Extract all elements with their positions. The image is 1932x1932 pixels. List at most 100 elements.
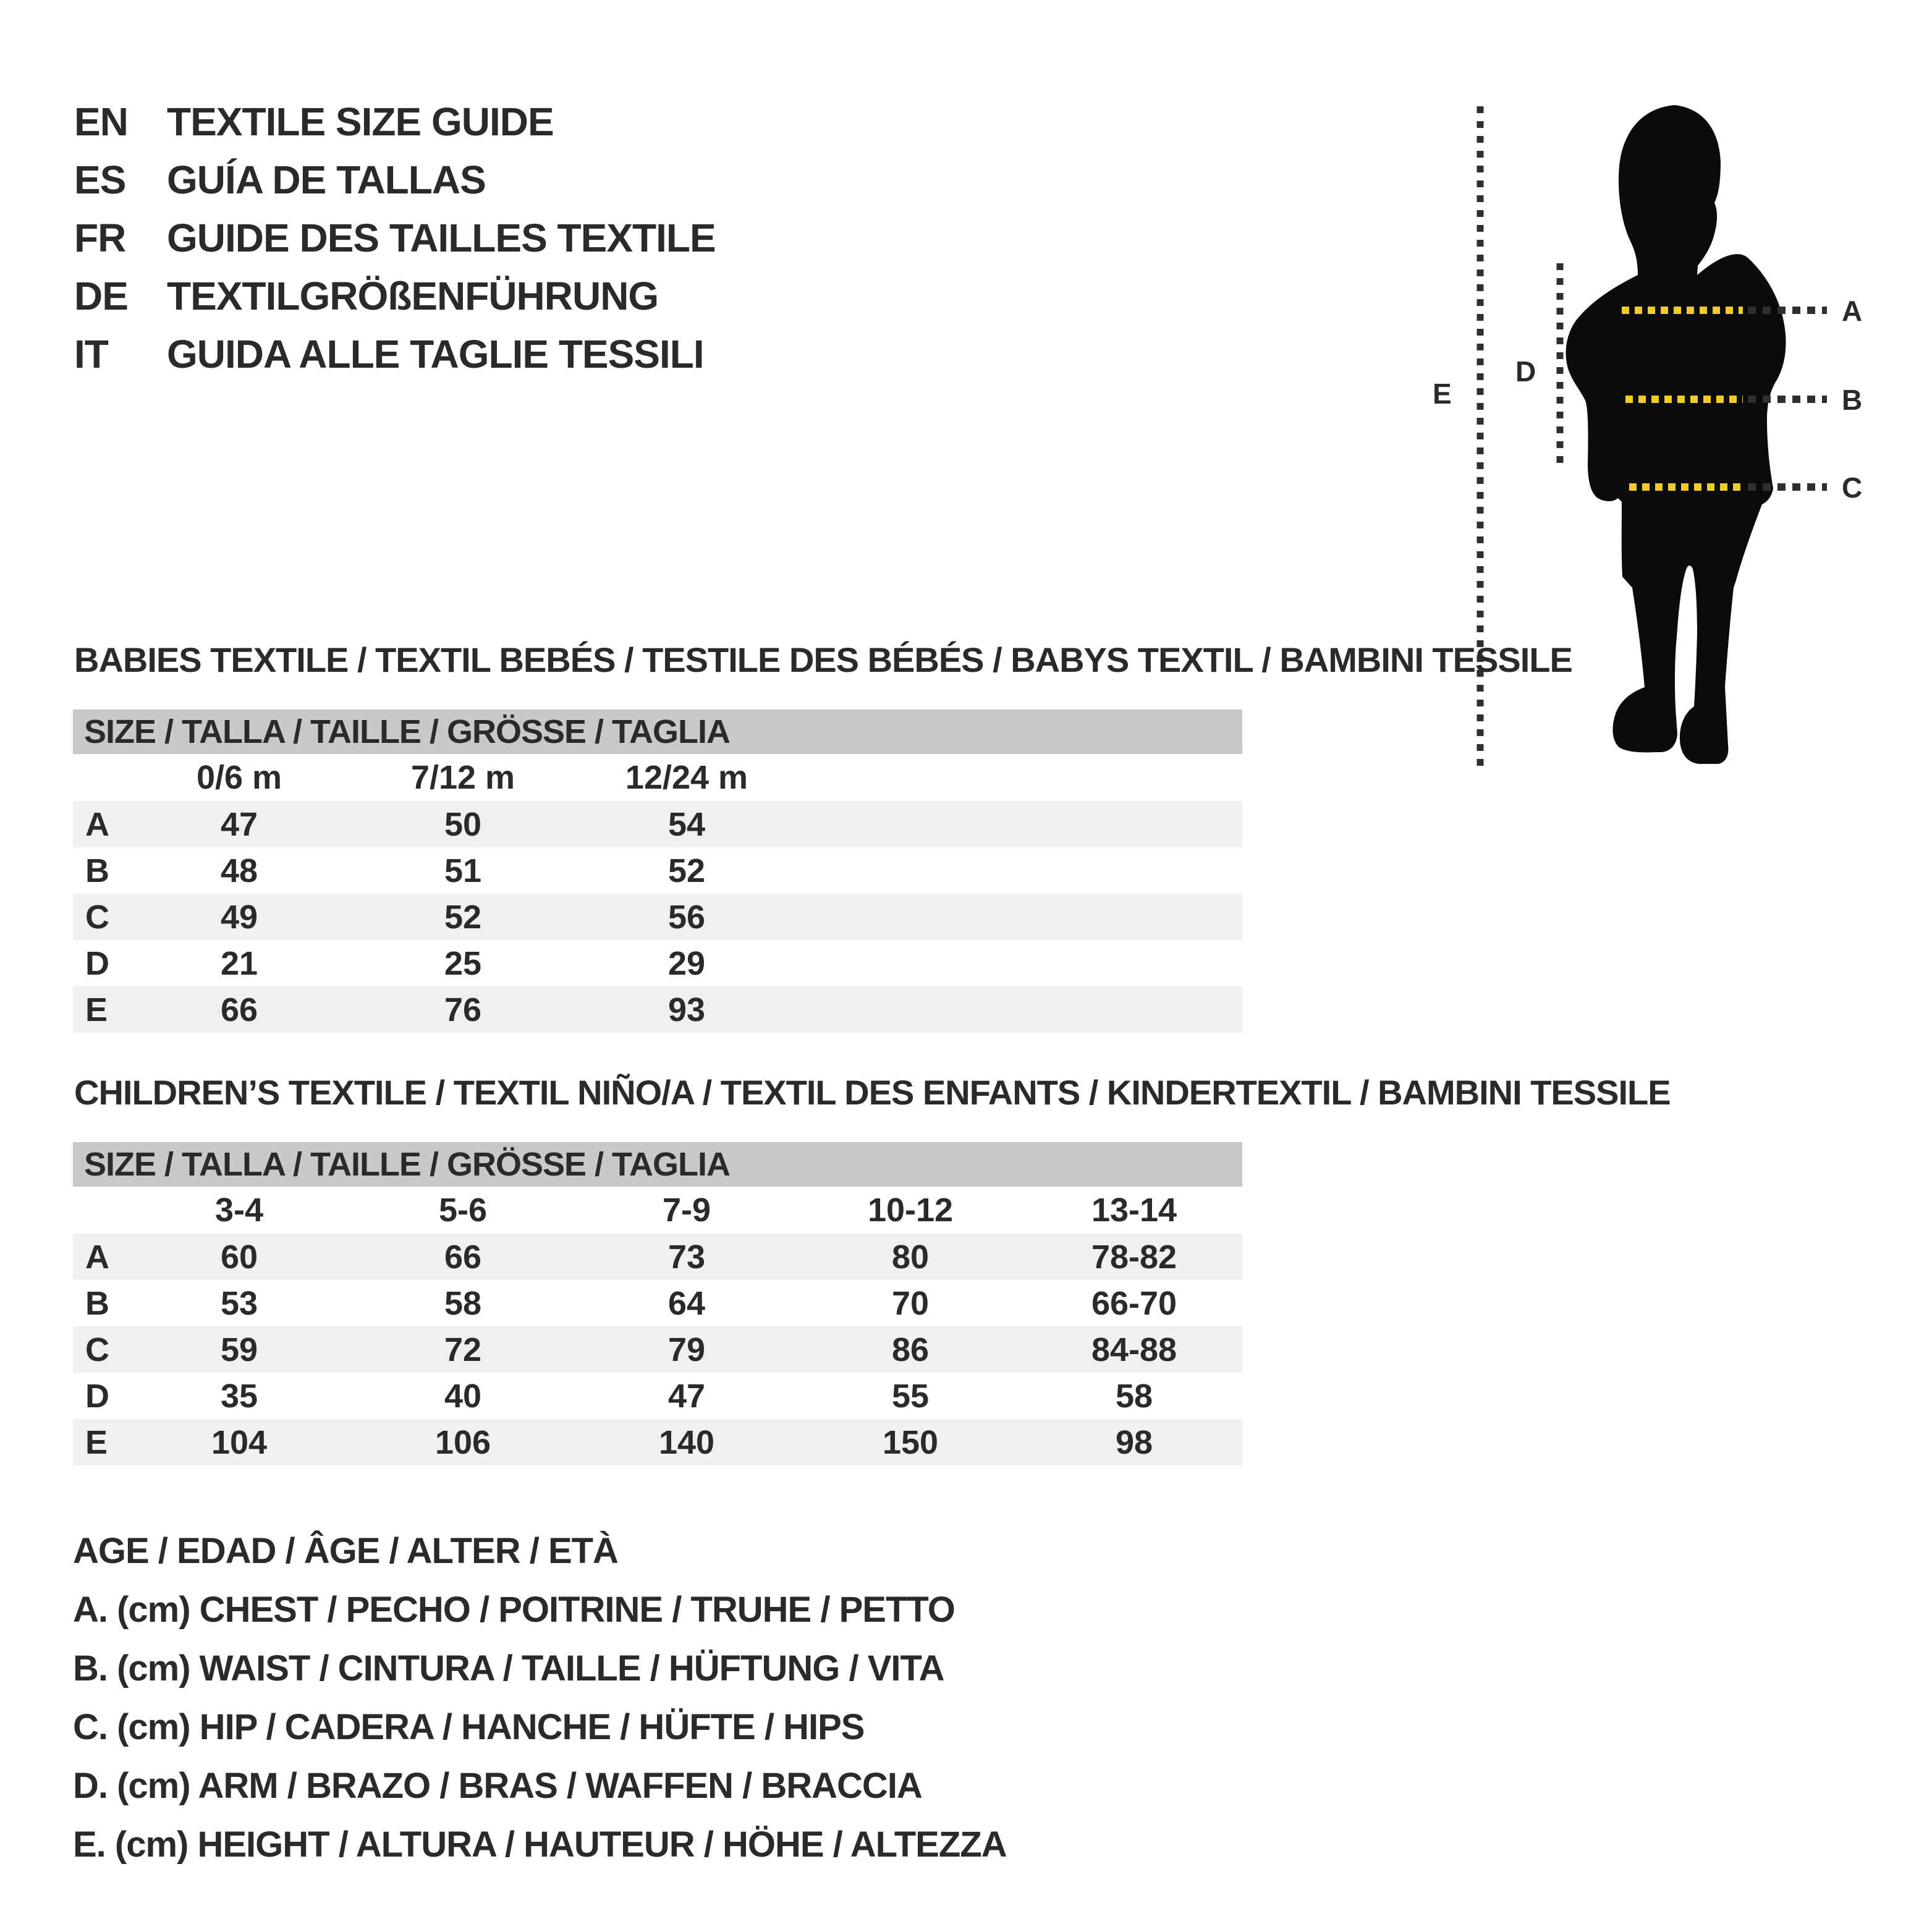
label-C: C <box>1842 472 1862 504</box>
table-row: C 49 52 56 <box>73 894 1242 940</box>
table-cell: 29 <box>667 944 706 982</box>
row-label: C <box>85 1331 109 1368</box>
table-row: D 21 25 29 <box>73 940 1242 986</box>
lang-title: GUIDA ALLE TAGLIE TESSILI <box>167 332 705 376</box>
lang-row-en: EN TEXTILE SIZE GUIDE <box>74 93 716 151</box>
column-header: 3-4 <box>214 1192 264 1229</box>
babies-table: SIZE / TALLA / TAILLE / GRÖSSE / TAGLIA … <box>73 710 1242 1033</box>
lang-title: GUIDE DES TAILLES TEXTILE <box>167 216 716 260</box>
table-cell: 47 <box>220 805 258 843</box>
table-cell: 86 <box>891 1331 930 1368</box>
table-cell: 40 <box>444 1377 482 1415</box>
lang-title: TEXTILGRÖßENFÜHRUNG <box>167 274 659 318</box>
babies-size-header-band: SIZE / TALLA / TAILLE / GRÖSSE / TAGLIA <box>73 710 1242 754</box>
table-cell: 55 <box>891 1377 930 1415</box>
table-cell: 47 <box>667 1377 706 1415</box>
column-header: 7/12 m <box>410 759 515 796</box>
table-cell: 140 <box>658 1423 715 1461</box>
table-cell: 150 <box>882 1423 939 1461</box>
row-label: B <box>85 1284 109 1322</box>
row-label: B <box>85 852 109 889</box>
lang-code: DE <box>74 274 129 318</box>
measurement-legend: AGE / EDAD / ÂGE / ALTER / ETÀ A. (cm) C… <box>73 1522 1007 1874</box>
table-cell: 79 <box>667 1331 706 1368</box>
table-cell: 66-70 <box>1091 1284 1177 1322</box>
table-cell: 52 <box>667 852 706 889</box>
table-cell: 50 <box>444 805 482 843</box>
lang-code: IT <box>74 332 109 376</box>
babies-column-header-row: 0/6 m 7/12 m 12/24 m <box>73 754 1242 801</box>
babies-section-title: BABIES TEXTILE / TEXTIL BEBÉS / TESTILE … <box>74 640 1573 679</box>
children-column-header-row: 3-4 5-6 7-9 10-12 13-14 <box>73 1187 1242 1234</box>
table-row: D 35 40 47 55 58 <box>73 1373 1242 1419</box>
lang-code: ES <box>74 158 126 202</box>
table-row: A 47 50 54 <box>73 801 1242 847</box>
table-cell: 56 <box>667 898 706 936</box>
lang-row-es: ES GUÍA DE TALLAS <box>74 151 716 209</box>
table-cell: 53 <box>220 1284 258 1322</box>
table-cell: 35 <box>220 1377 258 1415</box>
table-cell: 58 <box>444 1284 482 1322</box>
lang-code: FR <box>74 216 126 260</box>
table-row: B 48 51 52 <box>73 847 1242 894</box>
table-cell: 52 <box>444 898 482 936</box>
table-cell: 66 <box>220 991 258 1028</box>
lang-title: GUÍA DE TALLAS <box>167 158 486 202</box>
table-cell: 66 <box>444 1238 482 1276</box>
label-B: B <box>1842 384 1862 416</box>
legend-hip: C. (cm) HIP / CADERA / HANCHE / HÜFTE / … <box>73 1707 865 1747</box>
row-label: D <box>85 1377 109 1415</box>
table-cell: 106 <box>434 1423 491 1461</box>
row-label: E <box>85 991 108 1028</box>
table-cell: 70 <box>891 1284 930 1322</box>
row-label: A <box>85 1238 109 1276</box>
children-table: SIZE / TALLA / TAILLE / GRÖSSE / TAGLIA … <box>73 1142 1242 1465</box>
children-size-header-band: SIZE / TALLA / TAILLE / GRÖSSE / TAGLIA <box>73 1142 1242 1187</box>
table-row: E 104 106 140 150 98 <box>73 1419 1242 1465</box>
label-D: D <box>1515 355 1536 388</box>
column-header: 10-12 <box>867 1192 954 1229</box>
lang-row-de: DE TEXTILGRÖßENFÜHRUNG <box>74 267 716 325</box>
table-row: E 66 76 93 <box>73 986 1242 1033</box>
table-row: A 60 66 73 80 78-82 <box>73 1234 1242 1280</box>
row-label: C <box>85 898 109 936</box>
language-header: EN TEXTILE SIZE GUIDE ES GUÍA DE TALLAS … <box>74 93 716 383</box>
table-cell: 78-82 <box>1091 1238 1177 1276</box>
table-cell: 51 <box>444 852 482 889</box>
table-cell: 25 <box>444 944 482 982</box>
lang-code: EN <box>74 100 129 144</box>
child-silhouette <box>1566 105 1786 764</box>
table-cell: 98 <box>1115 1423 1153 1461</box>
table-cell: 54 <box>667 805 706 843</box>
lang-row-fr: FR GUIDE DES TAILLES TEXTILE <box>74 209 716 267</box>
child-silhouette-diagram: A B C D E <box>1433 105 1862 770</box>
legend-waist: B. (cm) WAIST / CINTURA / TAILLE / HÜFTU… <box>73 1648 945 1688</box>
row-label: E <box>85 1423 108 1461</box>
table-cell: 64 <box>667 1284 706 1322</box>
children-section: CHILDREN’S TEXTILE / TEXTIL NIÑO/A / TEX… <box>73 1074 1865 1465</box>
lang-title: TEXTILE SIZE GUIDE <box>167 100 554 144</box>
table-cell: 72 <box>444 1331 482 1368</box>
table-cell: 59 <box>220 1331 258 1368</box>
legend-arm: D. (cm) ARM / BRAZO / BRAS / WAFFEN / BR… <box>73 1766 923 1806</box>
measurement-diagram: A B C D E <box>1409 62 1932 803</box>
table-cell: 84-88 <box>1091 1331 1177 1368</box>
table-cell: 49 <box>220 898 258 936</box>
table-cell: 60 <box>220 1238 258 1276</box>
column-header: 12/24 m <box>625 759 748 796</box>
column-header: 7-9 <box>662 1192 711 1229</box>
table-cell: 93 <box>667 991 706 1028</box>
table-cell: 104 <box>211 1423 268 1461</box>
table-cell: 48 <box>220 852 258 889</box>
legend-age: AGE / EDAD / ÂGE / ALTER / ETÀ <box>73 1531 619 1571</box>
row-label: D <box>85 944 109 982</box>
table-row: B 53 58 64 70 66-70 <box>73 1280 1242 1326</box>
row-label: A <box>85 805 109 843</box>
lang-row-it: IT GUIDA ALLE TAGLIE TESSILI <box>74 325 716 383</box>
label-A: A <box>1842 295 1862 327</box>
babies-section: BABIES TEXTILE / TEXTIL BEBÉS / TESTILE … <box>73 642 1865 1033</box>
table-cell: 76 <box>444 991 482 1028</box>
column-header: 0/6 m <box>196 759 282 796</box>
column-header: 13-14 <box>1091 1192 1177 1229</box>
